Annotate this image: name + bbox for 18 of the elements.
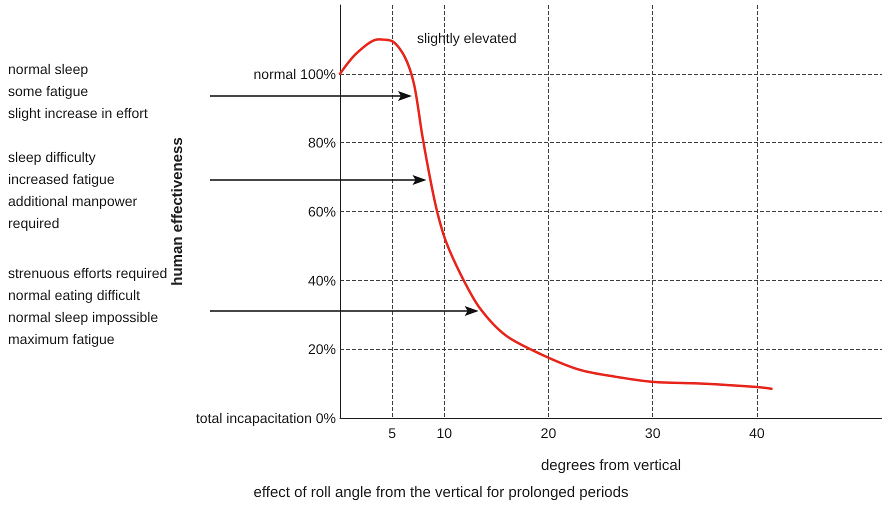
y-tick-label: 40% xyxy=(308,272,336,288)
y-tick-label: 60% xyxy=(308,204,336,220)
text: effect of roll angle from the vertical for prolonged periods xyxy=(254,484,628,501)
x-tick-label: 5 xyxy=(388,425,396,441)
x-axis-title: degrees from vertical xyxy=(540,457,682,474)
y-tick-label: 80% xyxy=(308,134,336,151)
x-tick-label: 40 xyxy=(749,425,765,441)
text: strenuous efforts required normal eating difficult normal sleep impossible maximum fatigue xyxy=(8,264,168,349)
x-tick-label: 10 xyxy=(436,425,452,441)
text: normal sleep some fatigue slight increase in effort xyxy=(8,60,148,123)
y-tick-label: total incapacitation 0% xyxy=(196,410,336,426)
x-tick-label: 20 xyxy=(540,425,556,441)
y-tick-label: 20% xyxy=(308,341,336,358)
text: sleep difficulty increased fatigue additional manpower required xyxy=(8,148,138,233)
annotation: slightly elevated xyxy=(417,29,517,48)
x-tick-label: 30 xyxy=(644,425,661,441)
y-tick-label: normal 100% xyxy=(254,66,336,82)
y-axis-title: human effectiveness xyxy=(169,137,186,286)
